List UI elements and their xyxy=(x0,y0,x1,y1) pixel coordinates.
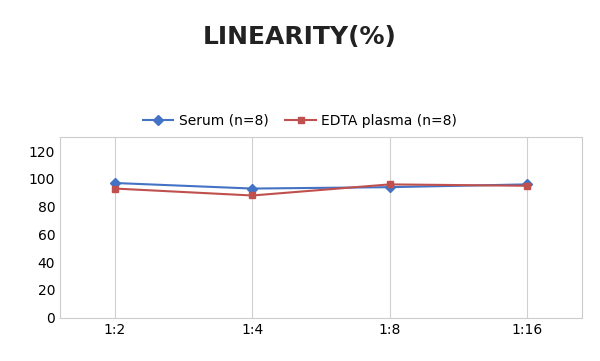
Serum (n=8) xyxy=(249,186,256,191)
Line: Serum (n=8): Serum (n=8) xyxy=(112,179,530,192)
Serum (n=8) xyxy=(523,182,530,187)
Serum (n=8) xyxy=(386,185,393,189)
EDTA plasma (n=8) xyxy=(386,182,393,187)
EDTA plasma (n=8) xyxy=(249,193,256,198)
Line: EDTA plasma (n=8): EDTA plasma (n=8) xyxy=(112,181,530,199)
Serum (n=8) xyxy=(112,181,119,185)
Legend: Serum (n=8), EDTA plasma (n=8): Serum (n=8), EDTA plasma (n=8) xyxy=(137,108,463,133)
Text: LINEARITY(%): LINEARITY(%) xyxy=(203,25,397,49)
EDTA plasma (n=8) xyxy=(112,186,119,191)
EDTA plasma (n=8) xyxy=(523,184,530,188)
